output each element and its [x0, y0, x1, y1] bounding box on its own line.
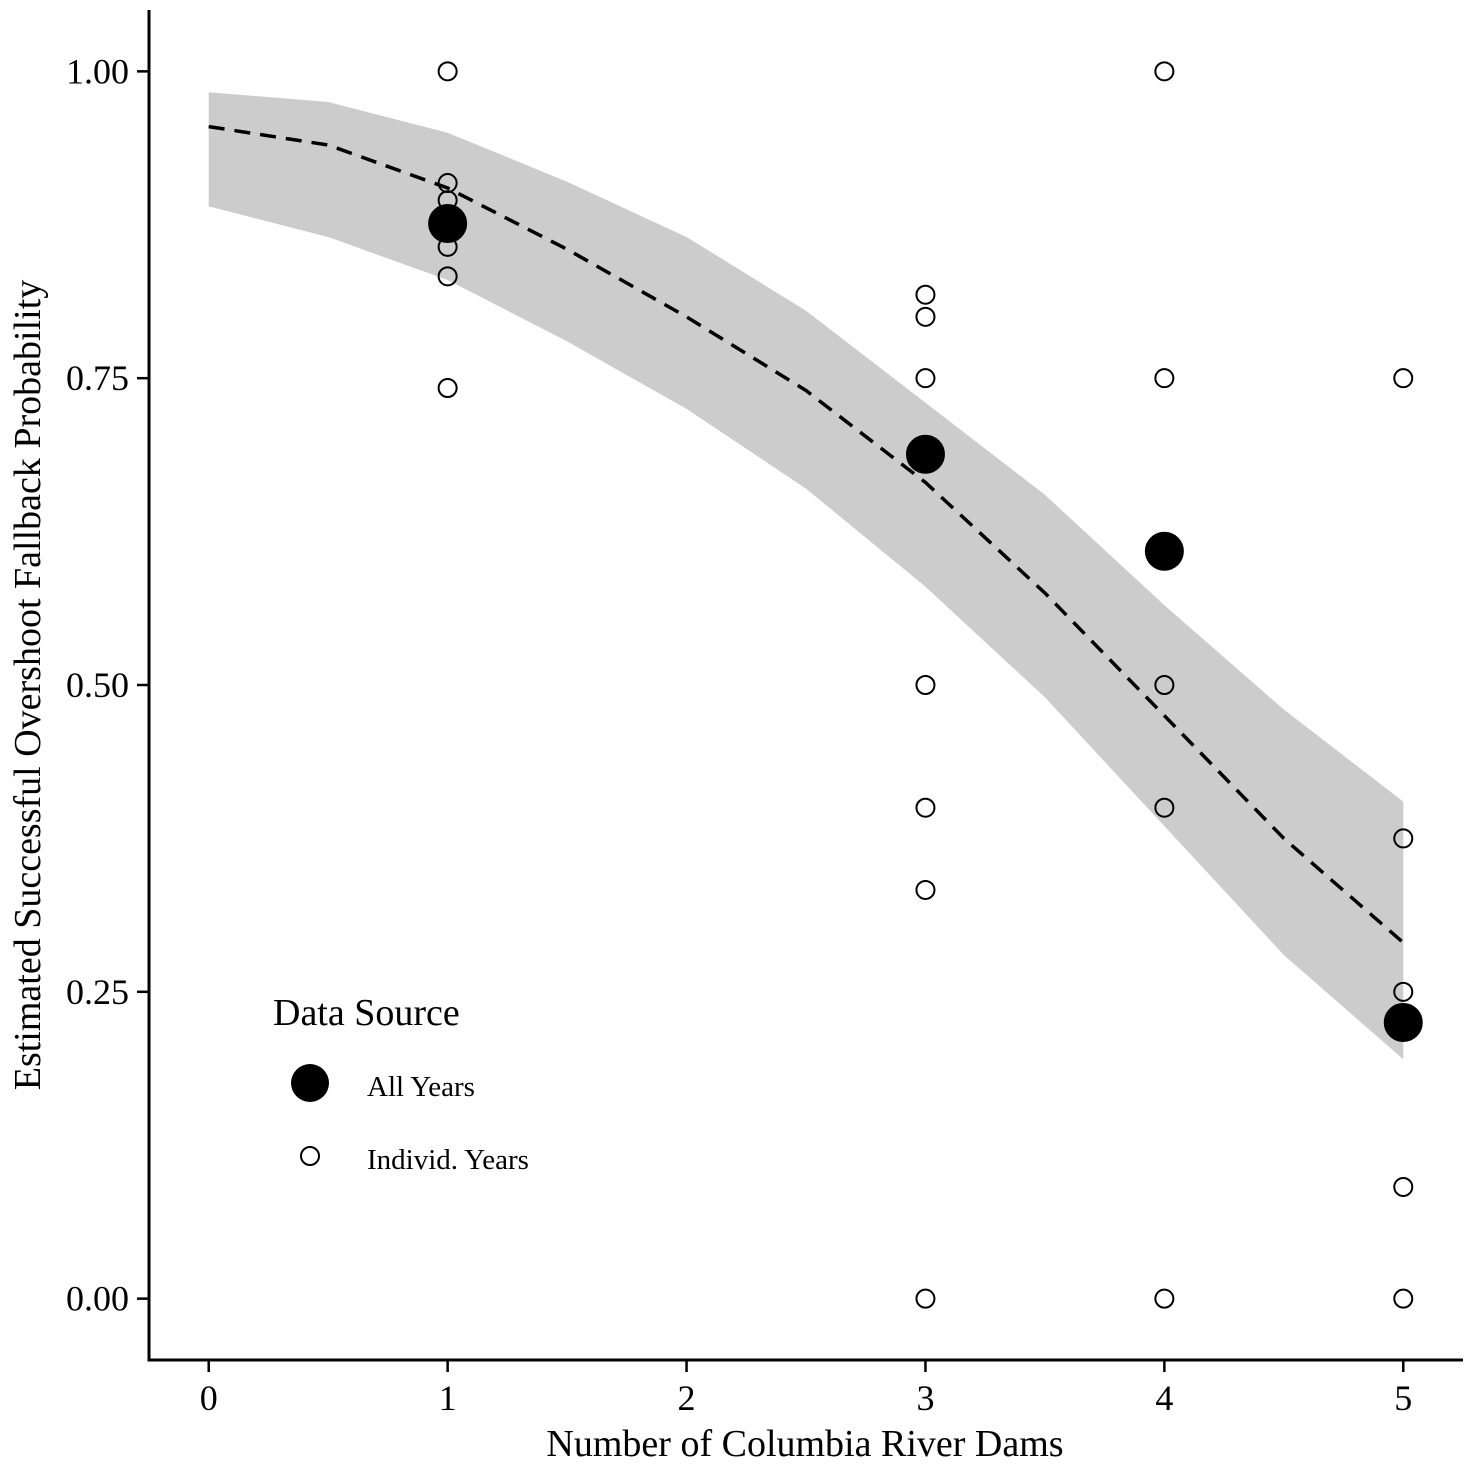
- point-individ-years: [915, 879, 936, 900]
- point-individ-years: [915, 368, 936, 389]
- point-individ-years: [915, 284, 936, 305]
- point-individ-years: [437, 61, 458, 82]
- point-all-years: [1144, 531, 1184, 571]
- x-tick-label: 1: [439, 1378, 457, 1418]
- point-individ-years: [1154, 368, 1175, 389]
- point-individ-years: [437, 266, 458, 287]
- x-tick-label: 0: [200, 1378, 218, 1418]
- x-tick-label: 2: [678, 1378, 696, 1418]
- x-tick-label: 5: [1394, 1378, 1412, 1418]
- y-tick-label: 1.00: [66, 51, 129, 91]
- point-individ-years: [1393, 368, 1414, 389]
- x-axis-title: Number of Columbia River Dams: [546, 1423, 1063, 1464]
- x-tick-label: 4: [1155, 1378, 1173, 1418]
- fitted-curve: [208, 124, 1405, 945]
- point-individ-years: [1393, 1176, 1414, 1197]
- point-individ-years: [1393, 828, 1414, 849]
- y-tick-label: 0.00: [66, 1279, 129, 1319]
- point-individ-years: [915, 797, 936, 818]
- legend-label-individ-years: Individ. Years: [367, 1144, 529, 1176]
- point-individ-years: [915, 306, 936, 327]
- legend-title: Data Source: [273, 992, 460, 1034]
- point-individ-years: [437, 236, 458, 257]
- y-tick-label: 0.50: [66, 665, 129, 705]
- y-axis-title: Estimated Successful Overshoot Fallback …: [7, 280, 49, 1091]
- point-all-years: [1383, 1003, 1423, 1042]
- point-individ-years: [437, 378, 458, 398]
- point-individ-years: [915, 1288, 936, 1309]
- legend-key-individ-years: [300, 1146, 320, 1166]
- point-individ-years: [1154, 1288, 1175, 1309]
- point-individ-years: [1154, 797, 1175, 818]
- x-tick-label: 3: [916, 1378, 934, 1418]
- point-individ-years: [1154, 61, 1175, 82]
- point-individ-years: [1393, 981, 1414, 1002]
- y-tick-label: 0.25: [66, 972, 129, 1012]
- point-individ-years: [1154, 675, 1175, 695]
- point-individ-years: [915, 675, 936, 695]
- point-all-years: [905, 434, 945, 474]
- confidence-band: [208, 92, 1404, 1060]
- point-individ-years: [1393, 1288, 1414, 1309]
- legend-label-all-years: All Years: [367, 1071, 475, 1103]
- y-tick-label: 0.75: [66, 358, 129, 398]
- point-individ-years: [437, 190, 458, 211]
- point-all-years: [428, 204, 468, 244]
- legend-key-all-years: [291, 1064, 329, 1102]
